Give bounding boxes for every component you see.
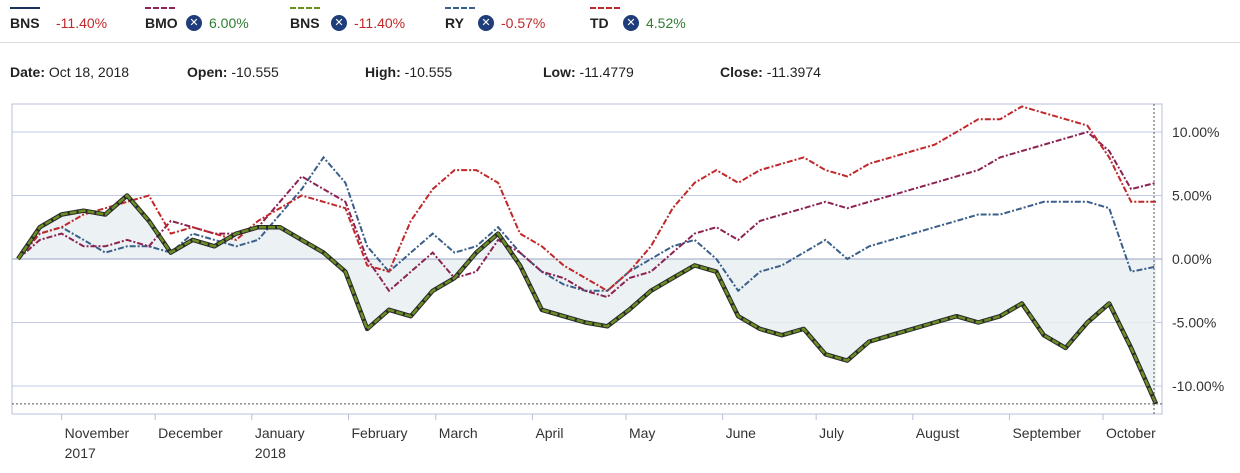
ohlc-date: Date: Oct 18, 2018: [10, 64, 129, 80]
legend-series-change: 4.52%: [646, 15, 686, 31]
legend-swatch: [10, 7, 40, 9]
legend-swatch: [290, 7, 320, 9]
ohlc-readout: Date: Oct 18, 2018 Open: -10.555 High: -…: [0, 64, 1240, 84]
legend-swatch: [145, 7, 175, 9]
ohlc-high: High: -10.555: [365, 64, 452, 80]
legend-series-change: -11.40%: [354, 15, 406, 31]
x-tick-sublabel: 2017: [65, 445, 96, 461]
legend-series-name: BMO: [145, 15, 178, 31]
date-label: Date:: [10, 64, 46, 80]
series-line-bmo[interactable]: [17, 130, 1157, 299]
legend-series-name: BNS: [10, 15, 40, 31]
legend-item-bns-0[interactable]: BNS -11.40%: [10, 0, 150, 42]
y-tick-label: 10.00%: [1172, 124, 1219, 140]
y-tick-label: 0.00%: [1172, 251, 1212, 267]
ohlc-open: Open: -10.555: [187, 64, 279, 80]
low-value: -11.4779: [579, 64, 634, 80]
x-tick-label: April: [535, 425, 563, 441]
x-tick-label: February: [351, 425, 407, 441]
x-tick-label: September: [1012, 425, 1081, 441]
x-tick-label: November: [65, 425, 130, 441]
legend-item-bmo-1[interactable]: BMO ✕ 6.00%: [145, 0, 285, 42]
x-tick-label: August: [916, 425, 960, 441]
open-label: Open:: [187, 64, 228, 80]
x-tick-label: October: [1106, 425, 1156, 441]
high-value: -10.555: [404, 64, 453, 80]
close-circle-icon[interactable]: ✕: [478, 15, 494, 31]
legend-series-name: BNS: [290, 15, 320, 31]
x-tick-sublabel: 2018: [255, 445, 286, 461]
date-value: Oct 18, 2018: [48, 64, 130, 80]
legend-series-name: TD: [590, 15, 609, 31]
price-comparison-chart[interactable]: 10.00% 5.00% 0.00% -5.00% -10.00% November 201…: [0, 100, 1240, 473]
close-value: -11.3974: [766, 64, 821, 80]
legend-swatch: [590, 7, 620, 9]
open-value: -10.555: [231, 64, 279, 80]
series-line-td[interactable]: [17, 105, 1156, 293]
close-circle-icon[interactable]: ✕: [186, 15, 202, 31]
y-tick-label: 5.00%: [1172, 187, 1212, 203]
legend-swatch: [445, 7, 475, 9]
close-circle-icon[interactable]: ✕: [331, 15, 347, 31]
ohlc-close: Close: -11.3974: [720, 64, 821, 80]
legend-item-bns-2[interactable]: BNS ✕ -11.40%: [290, 0, 430, 42]
close-circle-icon[interactable]: ✕: [623, 15, 639, 31]
legend-item-td-4[interactable]: TD ✕ 4.52%: [590, 0, 730, 42]
x-tick-label: July: [819, 425, 844, 441]
legend-series-name: RY: [445, 15, 464, 31]
close-label: Close:: [720, 64, 763, 80]
legend-series-change: -11.40%: [56, 15, 108, 31]
y-tick-label: -10.00%: [1172, 378, 1224, 394]
low-label: Low:: [543, 64, 576, 80]
x-tick-label: December: [158, 425, 223, 441]
high-label: High:: [365, 64, 401, 80]
baseline-area: [18, 195, 1156, 404]
y-tick-label: -5.00%: [1172, 315, 1216, 331]
x-tick-label: June: [726, 425, 757, 441]
x-tick-label: March: [439, 425, 478, 441]
ohlc-low: Low: -11.4779: [543, 64, 634, 80]
x-tick-label: May: [629, 425, 655, 441]
legend-item-ry-3[interactable]: RY ✕ -0.57%: [445, 0, 585, 42]
x-tick-label: January: [255, 425, 305, 441]
series-line-bns[interactable]: [16, 194, 1158, 405]
legend-bar: BNS -11.40% BMO ✕ 6.00% BNS ✕ -11.40% RY ✕ -0.57% T…: [0, 0, 1240, 43]
legend-series-change: 6.00%: [209, 15, 249, 31]
legend-series-change: -0.57%: [501, 15, 546, 31]
